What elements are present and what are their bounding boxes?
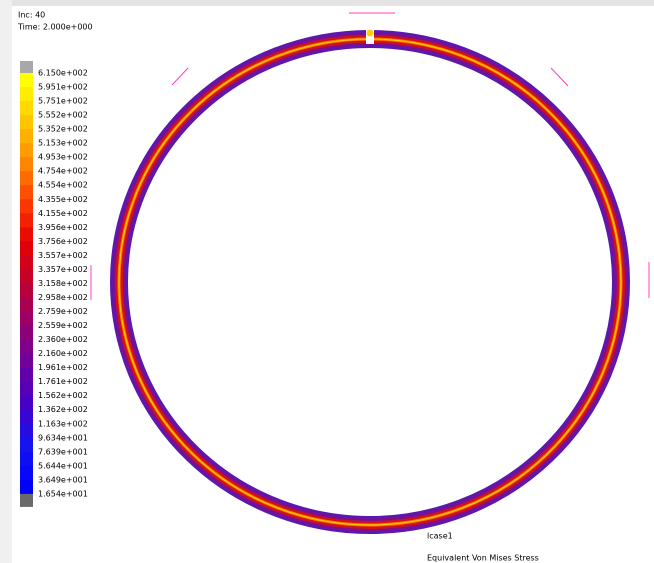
top-frame: [0, 0, 654, 6]
legend-swatch: [20, 325, 33, 341]
legend-swatch: [20, 171, 33, 186]
legend-swatch: [20, 157, 33, 172]
legend-label: 4.355e+002: [38, 195, 88, 204]
legend-label: 5.552e+002: [38, 111, 88, 120]
legend-swatch: [20, 269, 33, 284]
legend-label: 3.649e+001: [38, 475, 88, 484]
legend-label: 4.953e+002: [38, 153, 88, 162]
legend-label: 1.562e+002: [38, 391, 88, 400]
legend-label: 2.559e+002: [38, 321, 88, 330]
legend-swatch: [20, 227, 33, 242]
marker: [171, 67, 189, 86]
legend-label: 4.754e+002: [38, 167, 88, 176]
legend-swatch: [20, 451, 33, 467]
legend-swatch: [20, 353, 33, 369]
legend-swatch: [20, 437, 33, 453]
load-case-label: lcase1: [427, 532, 453, 541]
legend-swatch: [20, 185, 33, 200]
legend-label: 4.155e+002: [38, 209, 88, 218]
legend-swatch: [20, 115, 33, 130]
legend-swatch: [20, 465, 33, 481]
legend-label: 5.352e+002: [38, 125, 88, 134]
legend-label: 7.639e+001: [38, 447, 88, 456]
legend-label: 1.654e+001: [38, 489, 88, 498]
legend-label: 5.153e+002: [38, 139, 88, 148]
legend-swatch: [20, 423, 33, 439]
legend-swatch: [20, 101, 33, 116]
legend-label: 2.759e+002: [38, 307, 88, 316]
legend-swatch: [20, 143, 33, 158]
time-label: Time: 2.000e+000: [17, 23, 93, 32]
result-title: Equivalent Von Mises Stress: [427, 554, 539, 563]
legend-label: 9.634e+001: [38, 433, 88, 442]
legend-swatch: [20, 493, 33, 507]
legend-swatch: [20, 61, 33, 73]
color-legend: 6.150e+002 5.951e+002 5.751e+002 5.552e+002…: [20, 61, 88, 507]
legend-swatch: [20, 255, 33, 270]
legend-swatch: [20, 241, 33, 256]
legend-label: 3.158e+002: [38, 279, 88, 288]
legend-label: 3.756e+002: [38, 237, 88, 246]
legend-swatch: [20, 199, 33, 214]
legend-label: 6.150e+002: [38, 69, 88, 78]
legend-swatch: [20, 213, 33, 228]
legend-swatch: [20, 479, 33, 495]
legend-swatch: [20, 409, 33, 425]
gap-hotspot: [366, 29, 374, 37]
legend-label: 2.360e+002: [38, 335, 88, 344]
legend-swatch: [20, 311, 33, 327]
legend-label: 2.958e+002: [38, 293, 88, 302]
legend-swatch: [20, 87, 33, 102]
legend-label: 1.961e+002: [38, 363, 88, 372]
legend-label: 5.951e+002: [38, 83, 88, 92]
boundary-markers: [90, 12, 650, 300]
legend-label: 5.644e+001: [38, 461, 88, 470]
legend-swatch: [20, 395, 33, 411]
legend-label: 1.163e+002: [38, 419, 88, 428]
legend-swatch: [20, 339, 33, 355]
legend-swatch: [20, 297, 33, 313]
legend-label: 4.554e+002: [38, 181, 88, 190]
legend-label: 1.362e+002: [38, 405, 88, 414]
legend-label: 1.761e+002: [38, 377, 88, 386]
legend-label: 2.160e+002: [38, 349, 88, 358]
legend-swatch: [20, 381, 33, 397]
legend-label: 3.557e+002: [38, 251, 88, 260]
left-frame: [0, 0, 12, 563]
legend-swatch: [20, 283, 33, 298]
legend-swatch: [20, 367, 33, 383]
legend-swatch: [20, 129, 33, 144]
marker: [550, 67, 569, 87]
legend-label: 3.956e+002: [38, 223, 88, 232]
ring: [110, 22, 630, 534]
legend-label: 5.751e+002: [38, 97, 88, 106]
increment-label: Inc: 40: [18, 11, 45, 20]
legend-swatch: [20, 73, 33, 88]
legend-label: 3.357e+002: [38, 265, 88, 274]
